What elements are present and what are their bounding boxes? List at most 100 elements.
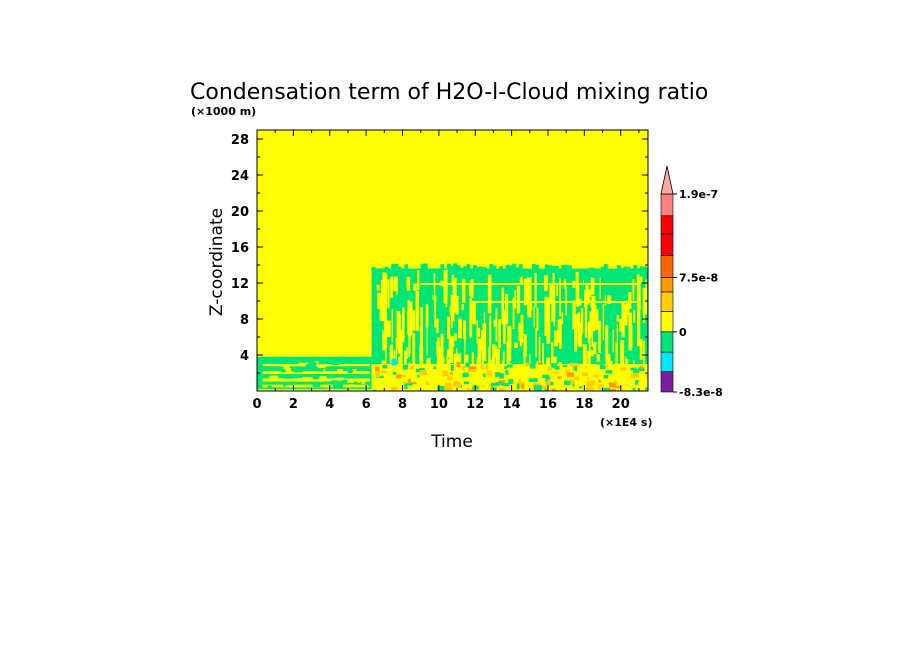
cloud-yellow-streak [514, 290, 516, 309]
low-band-texture [453, 381, 461, 388]
cloud-top-edge [505, 264, 510, 272]
low-band-texture [404, 384, 408, 390]
low-band-texture [409, 365, 415, 370]
early-texture [285, 368, 292, 372]
low-band-texture [447, 376, 453, 381]
cloud-yellow-streak [551, 342, 554, 372]
cloud-yellow-streak [449, 336, 454, 363]
low-band-texture [600, 362, 604, 367]
cloud-yellow-streak [538, 336, 541, 376]
low-band-texture [581, 372, 588, 377]
cloud-top-edge [463, 266, 468, 272]
colorbar-segment [660, 255, 674, 278]
cloud-yellow-streak [523, 334, 527, 357]
cloud-yellow-streak [400, 341, 403, 377]
cloud-yellow-streak [395, 338, 397, 362]
colorbar: 1.9e-7 7.5e-8 0 -8.3e-8 [660, 165, 723, 399]
cloud-yellow-streak [386, 320, 391, 338]
cloud-yellow-streak [626, 300, 630, 315]
cloud-yellow-streak [642, 289, 646, 323]
low-band-texture [596, 361, 605, 365]
y-tick-label: 4 [240, 349, 249, 364]
low-band-texture [375, 372, 380, 378]
low-band-texture [499, 373, 504, 379]
low-band-texture [492, 387, 497, 391]
low-band-texture [554, 365, 560, 370]
y-axis-label: Z-coordinate [207, 208, 227, 316]
cloud-yellow-streak [507, 346, 511, 369]
cloud-yellow-streak [501, 287, 505, 325]
cloud-yellow-streak [628, 312, 632, 351]
early-texture [312, 383, 321, 388]
y-tick-label: 28 [231, 133, 249, 148]
cloud-top-edge [613, 269, 618, 272]
cloud-yellow-streak [415, 290, 420, 331]
cloud-top-edge [535, 265, 540, 272]
low-band-texture [410, 382, 417, 385]
low-band-texture [396, 374, 402, 379]
low-band-texture [508, 379, 514, 384]
cloud-yellow-streak [542, 343, 544, 380]
early-texture [302, 377, 313, 381]
cloud-top-edge [643, 266, 648, 272]
low-band-texture [598, 379, 601, 383]
low-band-texture [502, 382, 510, 387]
chart-title: Condensation term of H2O-l-Cloud mixing … [190, 80, 708, 105]
cloud-yellow-streak [426, 359, 428, 368]
cloud-top-edge [466, 264, 471, 272]
low-band-texture [643, 389, 648, 391]
cloud-top-edge [538, 269, 543, 272]
cloud-yellow-streak [396, 276, 398, 295]
cloud-yellow-streak [604, 295, 606, 306]
colorbar-segment [660, 331, 674, 353]
cloud-yellow-streak [407, 300, 410, 336]
cloud-yellow-streak [411, 310, 416, 331]
low-band-texture [569, 362, 573, 366]
low-band-texture [383, 362, 388, 366]
cloud-yellow-streak [612, 329, 615, 353]
low-band-texture [564, 380, 571, 386]
cloud-yellow-streak [588, 349, 591, 375]
low-band-texture [467, 387, 470, 391]
cloud-yellow-streak [639, 338, 643, 360]
y-tick-label: 12 [231, 277, 249, 292]
low-band-texture [631, 373, 640, 379]
negative-patch [391, 358, 397, 366]
cloud-top-edge [423, 263, 428, 272]
cloud-yellow-streak [602, 304, 605, 340]
cloud-top-edge [639, 266, 644, 272]
cloud-yellow-streak [553, 286, 556, 326]
low-band-texture [550, 381, 554, 386]
low-band-texture [533, 385, 542, 391]
early-yellow-band [262, 378, 370, 382]
cloud-yellow-streak [454, 333, 457, 341]
colorbar-segment [660, 311, 674, 333]
low-band-texture [490, 383, 495, 386]
low-band-texture [444, 382, 452, 388]
low-band-texture [518, 379, 521, 382]
cloud-yellow-streak [591, 295, 596, 332]
low-band-texture [602, 387, 610, 391]
low-band-texture [609, 388, 616, 391]
cloud-yellow-streak [417, 270, 420, 291]
cloud-yellow-streak [432, 294, 434, 301]
low-band-texture [572, 363, 579, 367]
cloud-top-edge [378, 268, 382, 272]
low-band-texture [462, 365, 465, 371]
cloud-yellow-streak [565, 286, 568, 316]
cloud-yellow-streak [393, 276, 397, 292]
cloud-yellow-streak [389, 344, 394, 364]
colorbar-tick-label: 1.9e-7 [679, 188, 718, 201]
low-band-texture [574, 366, 578, 372]
early-texture [267, 385, 272, 388]
cloud-yellow-streak [425, 304, 429, 328]
low-band-texture [547, 379, 551, 384]
cloud-yellow-streak [503, 309, 506, 344]
cloud-top-edge [404, 264, 409, 272]
early-texture [340, 379, 350, 382]
cloud-yellow-streak [468, 284, 472, 297]
cloud-yellow-streak [638, 276, 643, 283]
cloud-yellow-streak [628, 291, 632, 309]
early-texture [297, 378, 303, 382]
cloud-yellow-streak [591, 325, 594, 347]
